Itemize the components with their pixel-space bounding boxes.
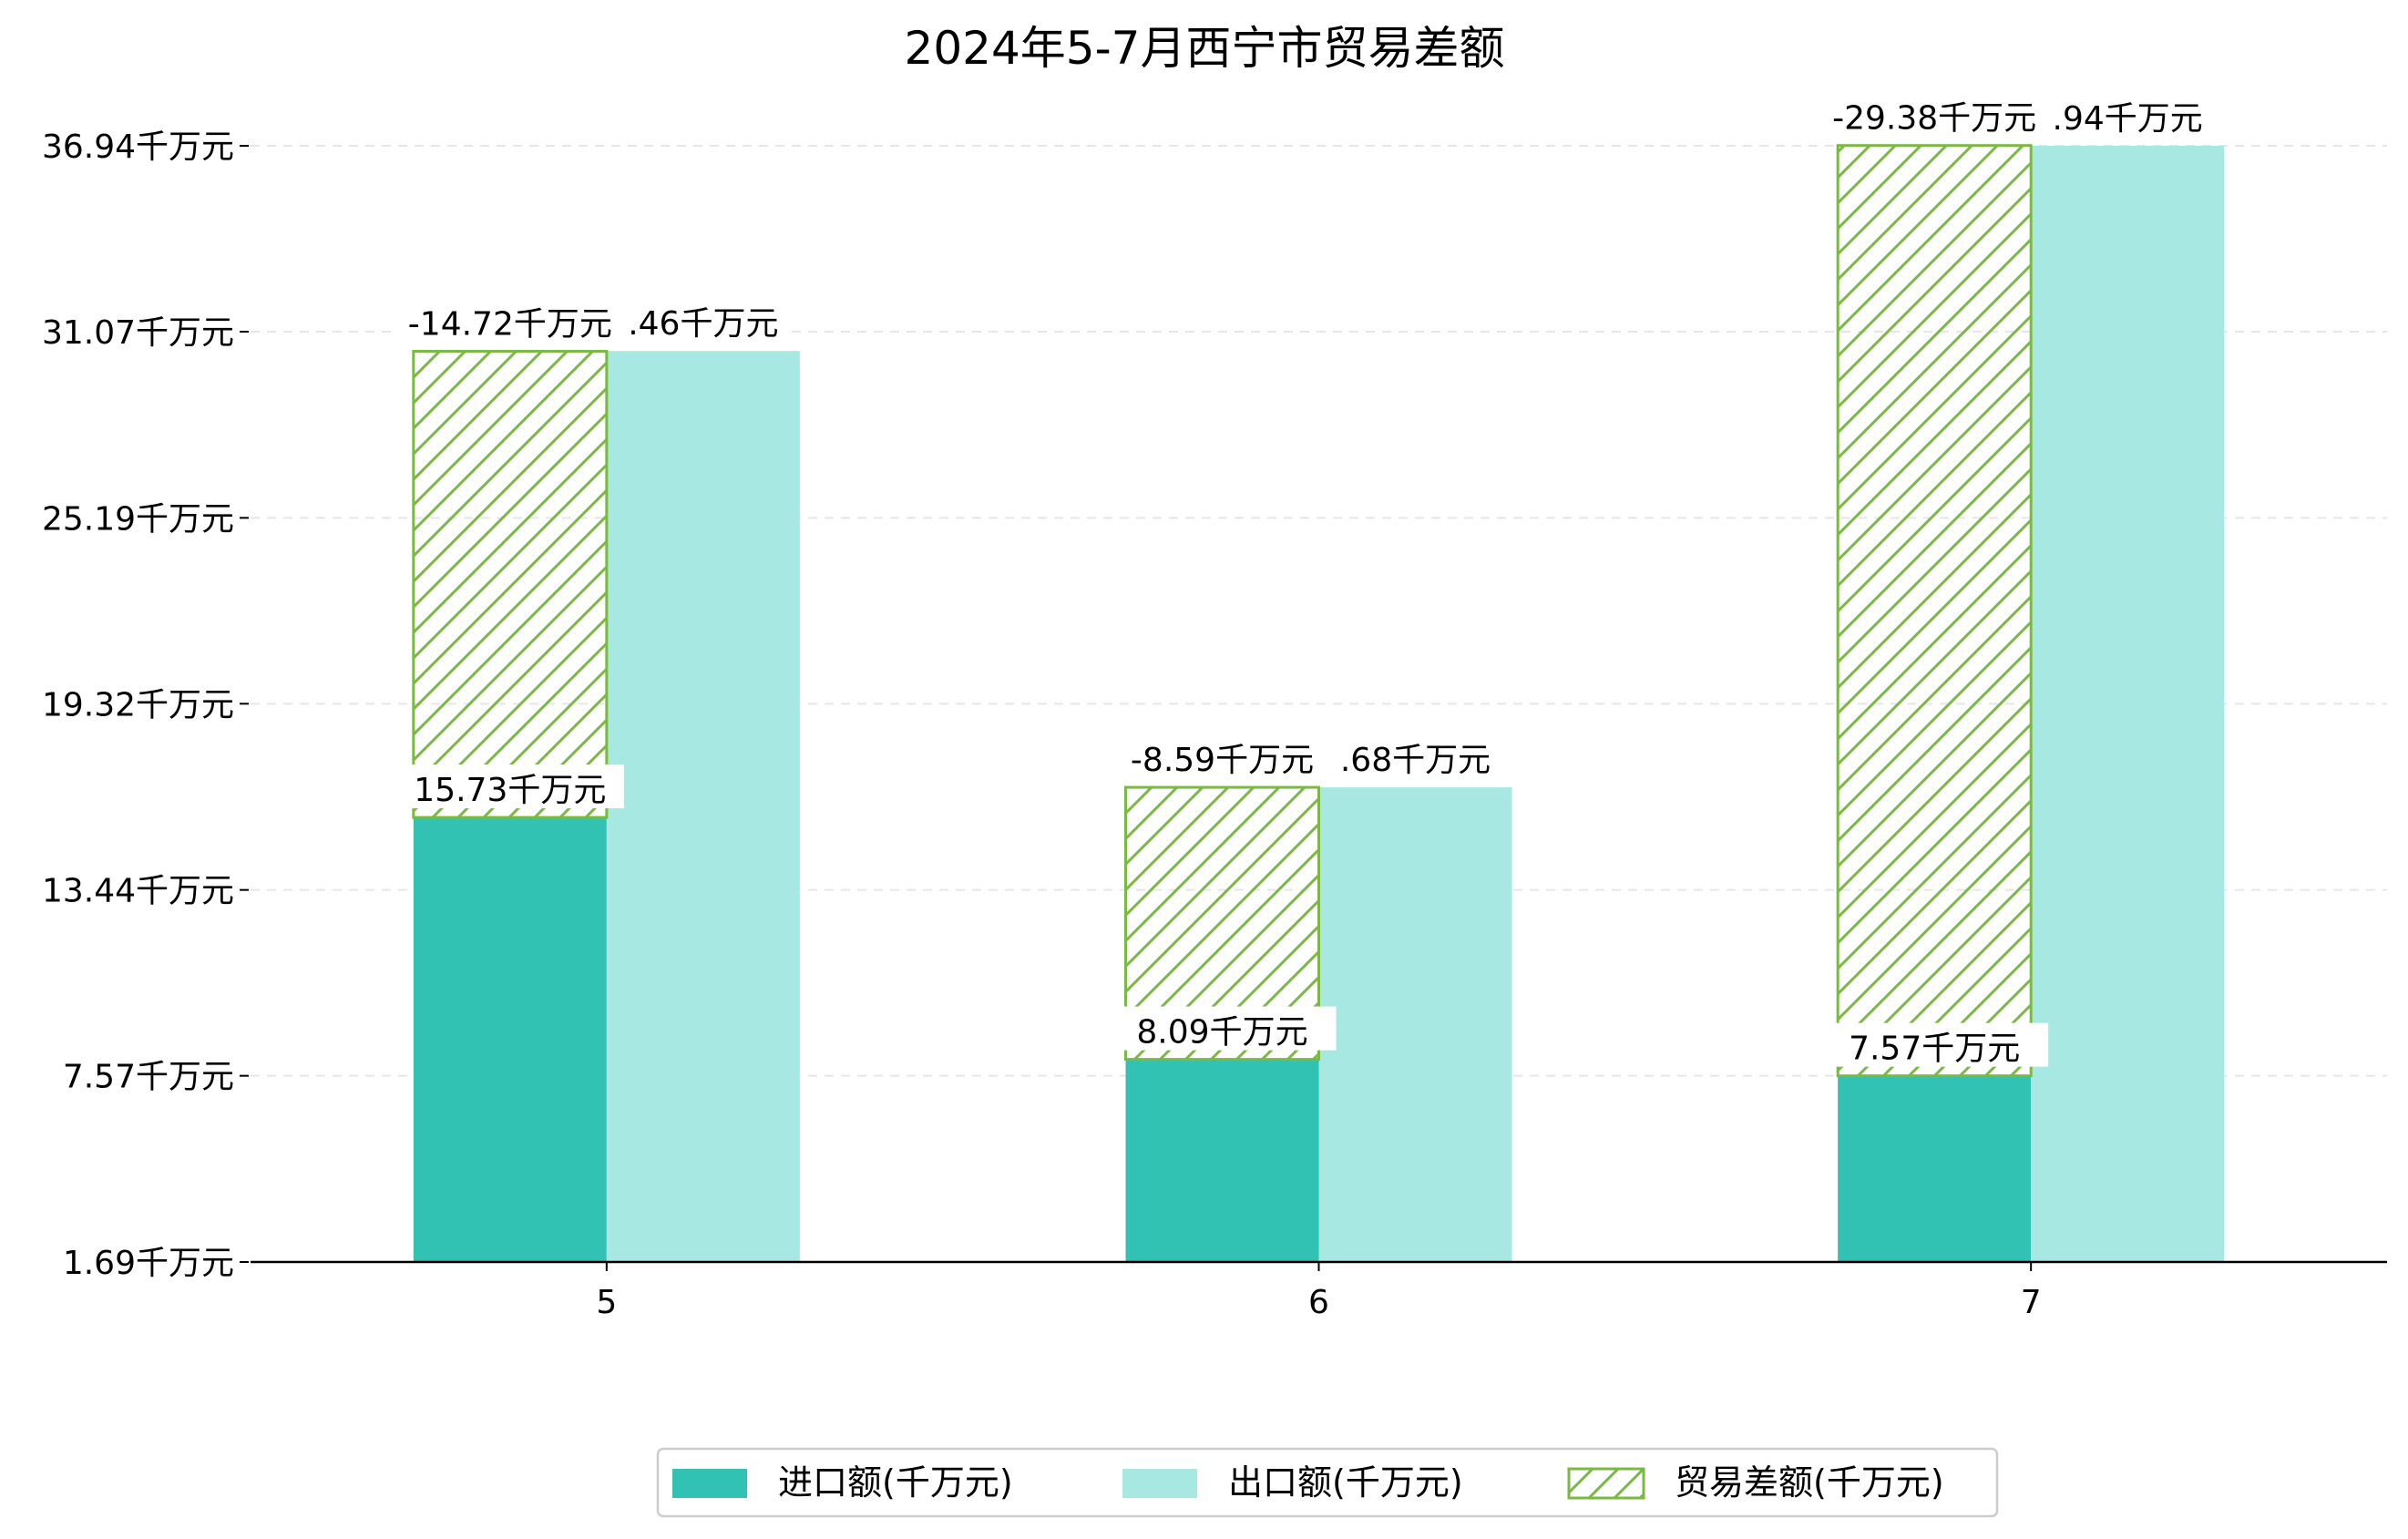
data-label-background: [1108, 1006, 1337, 1051]
data-label-background: [1816, 92, 2054, 137]
data-label-background: [1328, 734, 1502, 779]
data-label-background: [2041, 93, 2215, 137]
data-label: -14.72千万元: [408, 306, 612, 344]
data-label: -8.59千万元: [1131, 742, 1314, 779]
data-labels: .46千万元 -14.72千万元 15.73千万元 .68千万元 -8.59千万元 8.0…: [391, 92, 2215, 1068]
data-label: .46千万元: [628, 305, 778, 343]
x-tick-label: 7: [2021, 1284, 2042, 1321]
legend-label: 贸易差额(千万元): [1675, 1462, 1944, 1503]
y-tick-label: 36.94千万元: [42, 128, 234, 166]
legend-swatch: [1567, 1467, 1645, 1500]
y-tick-label: 1.69千万元: [63, 1245, 234, 1282]
data-label: .68千万元: [1340, 742, 1491, 779]
x-tick-label: 6: [1308, 1284, 1329, 1321]
legend-swatch: [672, 1469, 747, 1498]
legend-frame: [656, 1447, 1999, 1518]
y-tick-label: 13.44千万元: [42, 873, 234, 910]
data-label: 7.57千万元: [1849, 1031, 2020, 1068]
y-tick-label: 25.19千万元: [42, 500, 234, 538]
bars: [412, 144, 2225, 1262]
y-tick-label: 7.57千万元: [63, 1059, 234, 1096]
data-label: 15.73千万元: [414, 772, 606, 809]
bar-import: [413, 817, 607, 1262]
bar-import: [1838, 1075, 2032, 1262]
data-label-background: [616, 298, 790, 343]
data-label: -29.38千万元: [1832, 100, 2036, 138]
data-label-background: [395, 764, 624, 809]
data-label: 8.09千万元: [1136, 1014, 1307, 1052]
legend: 进口额(千万元) 出口额(千万元) 贸易差额(千万元): [656, 1447, 1999, 1518]
data-label-background: [1820, 1022, 2049, 1067]
data-label-background: [1103, 734, 1341, 779]
legend-swatch: [1122, 1469, 1197, 1498]
bar-trade-balance: [1836, 144, 2033, 1078]
x-tick-label: 5: [596, 1284, 617, 1321]
legend-label: 进口额(千万元): [778, 1462, 1013, 1503]
data-label-background: [391, 298, 629, 343]
bar-import: [1125, 1059, 1319, 1262]
axes: 1.69千万元 7.57千万元 13.44千万元 19.32千万元 25.19千万元 31…: [42, 128, 2387, 1321]
chart-title: 2024年5-7月西宁市贸易差额: [905, 22, 1505, 75]
bar-trade-balance: [412, 350, 609, 819]
y-tick-label: 31.07千万元: [42, 314, 234, 352]
y-tick-label: 19.32千万元: [42, 686, 234, 723]
bar-export: [1318, 787, 1512, 1262]
data-label: .94千万元: [2053, 100, 2203, 138]
bar-export: [2031, 146, 2225, 1262]
legend-label: 出口额(千万元): [1228, 1462, 1463, 1503]
bar-export: [606, 351, 800, 1262]
